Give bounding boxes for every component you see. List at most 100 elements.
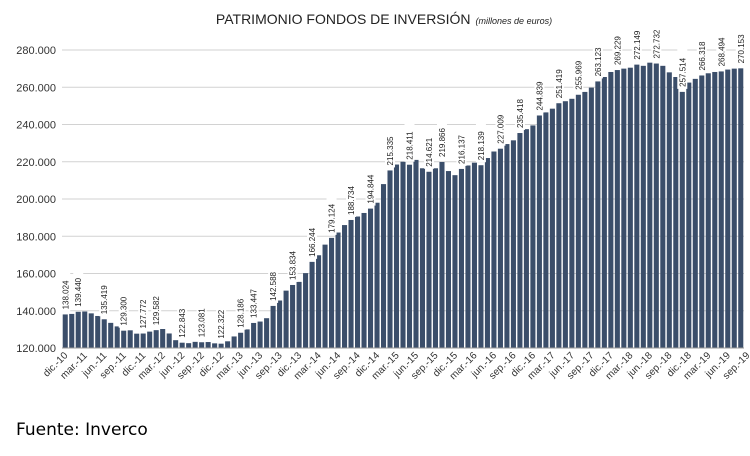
data-label-box — [573, 51, 584, 92]
data-label: 227.009 — [496, 114, 505, 143]
data-label: 129.582 — [152, 296, 161, 325]
y-tick-label: 120.000 — [16, 343, 56, 355]
data-label: 188.734 — [347, 186, 356, 215]
bar — [82, 311, 88, 348]
bar — [367, 208, 374, 348]
bar — [303, 273, 309, 348]
data-label-box — [196, 299, 207, 340]
data-label-box — [235, 289, 246, 330]
chart-subtitle: (millones de euros) — [476, 16, 553, 26]
bar — [614, 70, 620, 348]
data-label: 122.843 — [178, 308, 187, 337]
bar — [497, 148, 503, 348]
y-tick-label: 140.000 — [16, 306, 56, 318]
data-label-box — [612, 27, 623, 68]
bar — [439, 162, 445, 348]
bar — [549, 108, 555, 348]
bar — [393, 164, 400, 348]
bar — [569, 98, 575, 348]
y-tick-label: 240.000 — [16, 120, 56, 132]
y-tick-label: 280.000 — [16, 45, 56, 57]
data-label: 272.732 — [652, 29, 661, 58]
bar — [88, 313, 94, 348]
chart-container: PATRIMONIO FONDOS DE INVERSIÓN (millones … — [16, 11, 750, 382]
bar — [556, 103, 562, 348]
bar — [725, 69, 731, 348]
bar — [543, 112, 549, 348]
bar — [218, 343, 224, 348]
data-label-box — [326, 194, 337, 235]
bar — [608, 71, 614, 348]
bar — [653, 63, 659, 348]
data-label-box — [287, 241, 298, 282]
bar — [114, 326, 120, 348]
data-label: 268.494 — [717, 37, 726, 66]
bar — [588, 87, 594, 349]
data-label-box — [677, 48, 688, 89]
data-label-box — [456, 125, 467, 166]
bar — [322, 244, 328, 348]
bar — [335, 232, 341, 348]
bar — [419, 168, 426, 348]
data-label-box — [365, 165, 376, 206]
bar — [231, 336, 237, 348]
y-tick-label: 260.000 — [16, 82, 56, 94]
data-label-box — [436, 119, 447, 159]
bar — [173, 340, 179, 348]
data-label: 272.149 — [633, 30, 642, 59]
chart-title: PATRIMONIO FONDOS DE INVERSIÓN (millones … — [216, 11, 552, 27]
bar — [251, 322, 257, 348]
bar — [523, 129, 529, 348]
data-label: 123.081 — [198, 308, 207, 337]
data-label: 216.137 — [457, 134, 466, 163]
bar — [712, 71, 718, 348]
data-label: 218.139 — [477, 131, 486, 160]
y-axis-ticks: 120.000 140.000 160.000 180.000 200.000 220.0… — [16, 45, 56, 355]
bar — [355, 216, 361, 348]
chart-title-main: PATRIMONIO FONDOS DE INVERSIÓN — [216, 11, 471, 27]
bar — [627, 67, 633, 348]
bar — [192, 341, 198, 348]
bar — [575, 94, 581, 348]
bar — [361, 212, 367, 348]
bar — [400, 161, 406, 348]
y-tick-label: 220.000 — [16, 157, 56, 169]
bar — [153, 330, 159, 348]
bar — [484, 158, 490, 348]
bar — [147, 331, 153, 348]
data-label-box — [73, 268, 84, 309]
bar — [458, 168, 464, 348]
bar — [673, 77, 679, 348]
bar — [277, 300, 283, 348]
bar — [445, 171, 451, 348]
bar — [309, 261, 315, 348]
data-label: 133.447 — [250, 288, 259, 317]
bar — [270, 305, 276, 348]
data-label-box — [248, 279, 259, 320]
bar — [374, 202, 380, 348]
data-label: 214.621 — [425, 137, 434, 166]
bar — [562, 101, 568, 348]
bar — [634, 64, 640, 349]
bar — [387, 170, 393, 348]
data-label-box — [307, 218, 318, 259]
bar — [692, 78, 698, 349]
bar — [257, 321, 263, 348]
data-label: 251.419 — [555, 69, 564, 98]
bar — [647, 62, 653, 349]
data-label: 255.969 — [574, 60, 583, 89]
data-label-box — [716, 28, 727, 69]
data-label: 127.772 — [139, 299, 148, 328]
bar — [264, 318, 270, 348]
bar — [530, 125, 536, 349]
bar — [536, 115, 542, 349]
data-label-box — [99, 276, 110, 317]
data-label-box — [735, 25, 746, 66]
bar — [510, 140, 516, 348]
bar — [621, 68, 627, 349]
bar — [452, 175, 458, 348]
bar — [413, 159, 419, 348]
data-label-box — [60, 271, 71, 312]
data-label-box — [177, 299, 188, 340]
bar — [699, 75, 705, 348]
